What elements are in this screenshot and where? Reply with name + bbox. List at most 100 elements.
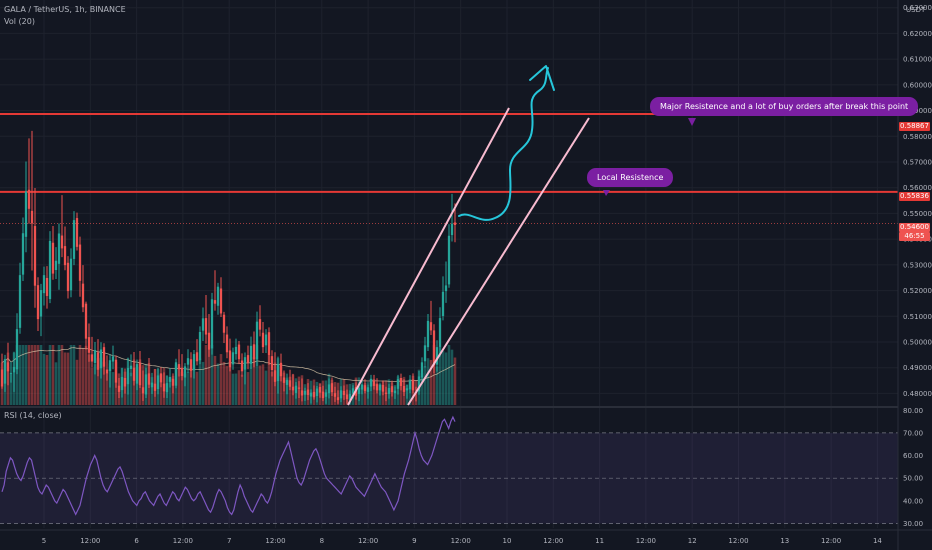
volume-bar: [111, 372, 115, 405]
volume-bar: [45, 355, 49, 405]
rsi-pane: [0, 406, 932, 524]
price-tick-label: 0.50000: [903, 339, 932, 347]
candle: [174, 358, 178, 389]
candle: [18, 262, 22, 334]
local-level-tag: 0.55836: [899, 192, 930, 201]
candle-body: [375, 384, 379, 391]
price-tick-label: 0.57000: [903, 159, 932, 167]
candle: [336, 390, 340, 404]
candle-body: [447, 235, 451, 285]
candle-body: [291, 386, 295, 391]
candle: [201, 307, 205, 341]
volume-bar: [360, 384, 364, 405]
volume-bar: [87, 354, 91, 405]
candle-body: [135, 364, 139, 384]
volume-label: Vol (20): [4, 17, 35, 26]
candle: [345, 389, 349, 404]
candle-body: [105, 369, 109, 374]
volume-bar: [51, 345, 55, 405]
candle-body: [249, 345, 253, 364]
volume-bar: [102, 361, 106, 405]
candle: [135, 359, 139, 391]
time-tick-label: 12:00: [173, 537, 193, 545]
candle: [216, 282, 220, 315]
candle-body: [399, 378, 403, 386]
candle: [417, 371, 421, 395]
candle-body: [81, 283, 85, 308]
candle: [234, 338, 238, 360]
volume-bar: [198, 358, 202, 405]
volume-bar: [246, 372, 250, 405]
candle-body: [150, 382, 154, 388]
volume-bar: [426, 358, 430, 405]
time-tick-label: 14: [873, 537, 882, 545]
candle-body: [264, 334, 268, 346]
major-resistance-note[interactable]: Major Resistence and a lot of buy orders…: [650, 97, 919, 116]
candle-body: [42, 275, 46, 294]
volume-bar: [96, 358, 100, 405]
price-tick-label: 0.51000: [903, 313, 932, 321]
time-tick-label: 13: [780, 537, 789, 545]
candle-body: [201, 318, 205, 331]
candle: [99, 342, 103, 379]
candle: [339, 386, 343, 403]
candle: [243, 352, 247, 385]
candle-body: [69, 258, 73, 291]
volume-bar: [75, 359, 79, 405]
candle-body: [108, 360, 112, 372]
candle-body: [420, 362, 424, 378]
volume-bar: [33, 345, 37, 405]
candle-body: [228, 350, 232, 368]
volume-bar: [63, 352, 67, 405]
price-tick-label: 0.49000: [903, 364, 932, 372]
candle: [435, 340, 439, 372]
candle-body: [378, 384, 382, 391]
volume-bar: [21, 345, 25, 405]
major-note-pointer: [688, 118, 696, 126]
price-axis-bg: [898, 0, 932, 550]
time-tick-label: 10: [503, 537, 512, 545]
price-tick-label: 0.48000: [903, 390, 932, 398]
volume-bar: [270, 371, 274, 405]
rsi-tick-label: 50.00: [903, 475, 923, 483]
candle-body: [393, 390, 397, 394]
candle: [141, 370, 145, 401]
local-resistance-note[interactable]: Local Resistence: [587, 168, 674, 187]
candle-body: [372, 380, 376, 386]
candle: [420, 357, 424, 383]
candle: [423, 336, 427, 368]
candle-body: [48, 240, 52, 300]
candle: [447, 224, 451, 288]
candle-body: [369, 379, 373, 387]
candle: [69, 248, 73, 298]
volume-bar: [363, 383, 367, 405]
candle: [291, 373, 295, 396]
countdown-tag: 46:55: [899, 232, 930, 241]
candle-body: [243, 357, 247, 370]
candle-body: [366, 387, 370, 392]
volume-bar: [24, 345, 28, 405]
candle-body: [276, 364, 280, 382]
candle: [288, 369, 292, 391]
candle: [273, 352, 277, 387]
volume-bar: [9, 373, 13, 405]
candle: [63, 226, 67, 271]
candle-body: [252, 344, 256, 360]
volume-bar: [78, 345, 82, 405]
candle-body: [15, 329, 19, 370]
volume-bar: [216, 363, 220, 405]
volume-bar: [435, 366, 439, 405]
candle: [330, 377, 334, 396]
candle-body: [0, 369, 4, 387]
candle-body: [240, 360, 244, 372]
candle-body: [432, 330, 436, 366]
candle-body: [333, 393, 337, 397]
rsi-label: RSI (14, close): [4, 411, 62, 420]
candle: [210, 292, 214, 355]
candle-body: [96, 352, 100, 370]
candle: [168, 367, 172, 388]
candle: [147, 357, 151, 389]
volume-bar: [204, 345, 208, 405]
